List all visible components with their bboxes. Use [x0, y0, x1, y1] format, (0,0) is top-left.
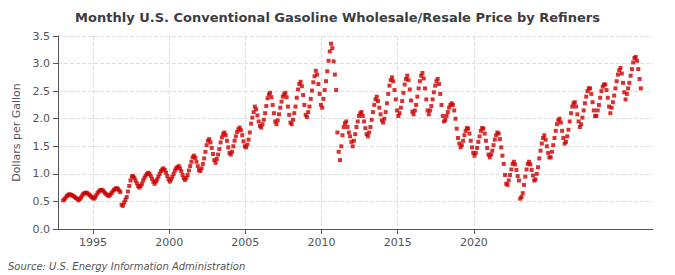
svg-text:2.0: 2.0 — [33, 112, 51, 125]
svg-text:1.0: 1.0 — [33, 167, 51, 180]
svg-text:2010: 2010 — [308, 236, 336, 249]
svg-text:2005: 2005 — [231, 236, 259, 249]
svg-text:1.5: 1.5 — [33, 140, 51, 153]
svg-text:Source: U.S. Energy Informatio: Source: U.S. Energy Information Administ… — [8, 261, 245, 272]
svg-text:2000: 2000 — [155, 236, 183, 249]
svg-text:Dollars per Gallon: Dollars per Gallon — [10, 83, 23, 182]
svg-text:2020: 2020 — [460, 236, 488, 249]
svg-text:0.0: 0.0 — [33, 223, 51, 236]
svg-text:3.0: 3.0 — [33, 57, 51, 70]
svg-text:0.5: 0.5 — [33, 195, 51, 208]
svg-text:2015: 2015 — [384, 236, 412, 249]
svg-text:1995: 1995 — [79, 236, 107, 249]
svg-text:3.5: 3.5 — [33, 30, 51, 43]
svg-text:2.5: 2.5 — [33, 85, 51, 98]
svg-text:Monthly U.S. Conventional Gaso: Monthly U.S. Conventional Gasoline Whole… — [75, 10, 600, 25]
